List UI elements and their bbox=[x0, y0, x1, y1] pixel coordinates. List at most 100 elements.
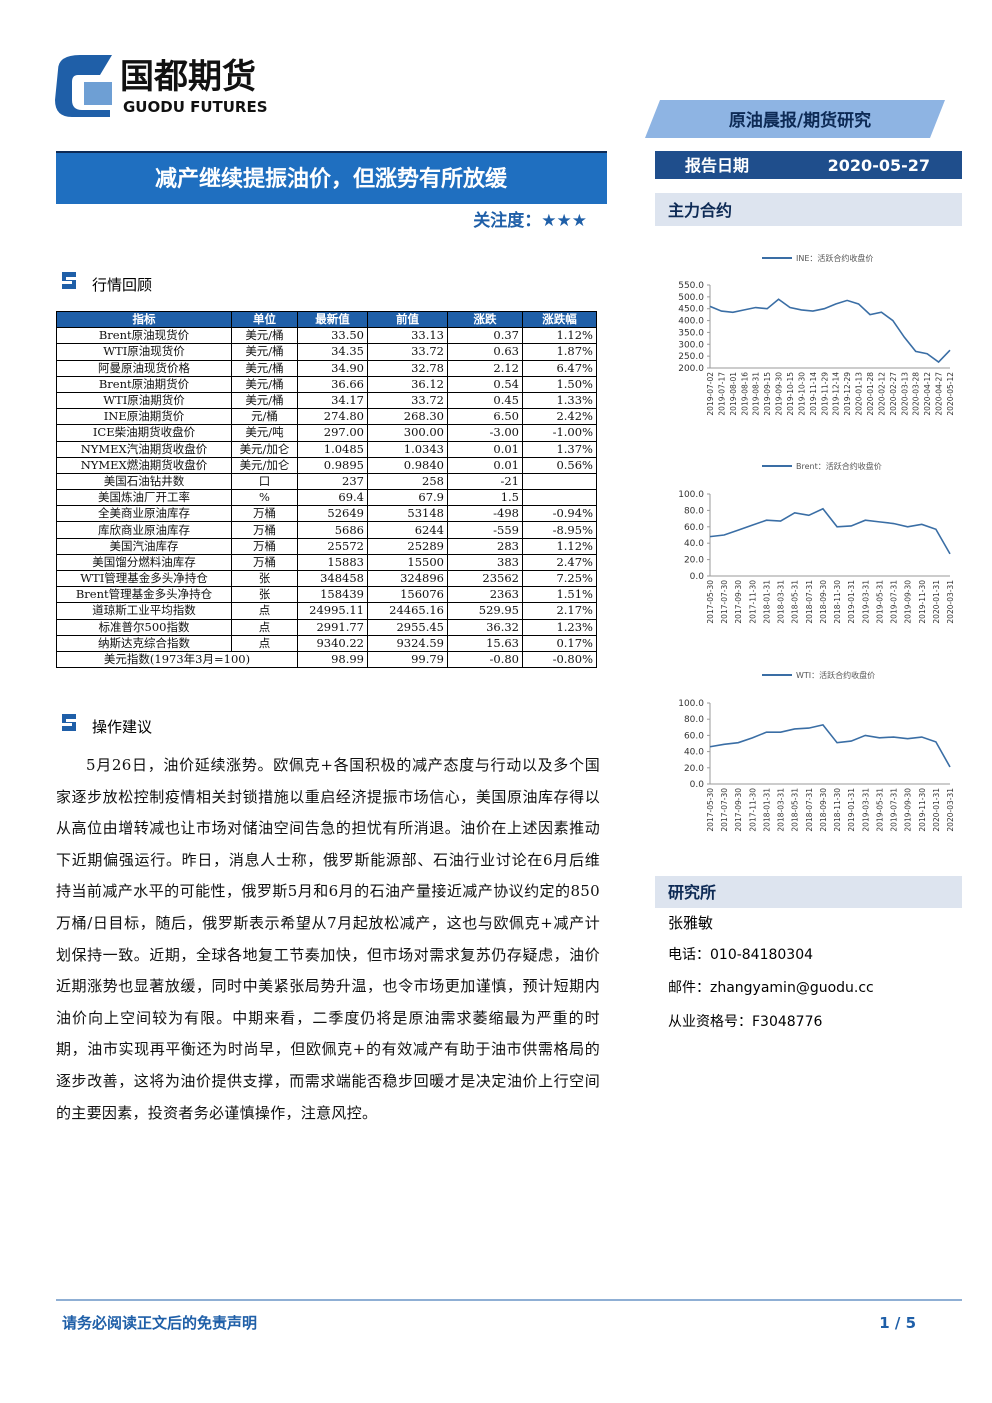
table-cell: -498 bbox=[447, 505, 523, 523]
table-cell: 纳斯达克综合指数 bbox=[56, 634, 232, 652]
x-tick-label: 2020-05-12 bbox=[946, 372, 955, 416]
x-tick-label: 2019-07-31 bbox=[890, 580, 899, 624]
table-cell: ICE柴油期货收盘价 bbox=[56, 424, 232, 442]
legend-label: INE：活跃合约收盘价 bbox=[796, 253, 873, 263]
x-tick-label: 2019-11-29 bbox=[820, 372, 829, 416]
table-cell: 32.78 bbox=[367, 359, 448, 377]
x-tick-label: 2019-01-31 bbox=[847, 788, 856, 832]
table-cell: % bbox=[231, 489, 298, 507]
y-tick-label: 0.0 bbox=[690, 780, 705, 790]
x-tick-label: 2019-09-30 bbox=[904, 788, 913, 832]
table-cell: 268.30 bbox=[367, 408, 448, 426]
x-tick-label: 2019-12-29 bbox=[843, 372, 852, 416]
table-cell: 7.25% bbox=[522, 569, 597, 588]
phone: 电话：010-84180304 bbox=[668, 947, 813, 963]
x-tick-label: 2018-01-31 bbox=[762, 788, 771, 832]
section-icon bbox=[62, 272, 76, 289]
title: 减产继续提振油价，但涨势有所放缓 bbox=[155, 166, 508, 192]
table-cell: Brent管理基金多头净持仓 bbox=[56, 586, 232, 604]
table-cell: 6.47% bbox=[522, 359, 597, 377]
x-tick-label: 2019-05-31 bbox=[875, 580, 884, 624]
y-tick-label: 250.0 bbox=[678, 352, 704, 362]
x-tick-label: 2019-10-15 bbox=[786, 372, 795, 416]
y-tick-label: 60.0 bbox=[684, 523, 704, 533]
table-cell: 万桶 bbox=[231, 537, 298, 555]
y-tick-label: 100.0 bbox=[678, 490, 704, 500]
table-cell: 69.4 bbox=[297, 489, 368, 507]
logo-mark bbox=[84, 82, 112, 105]
table-cell: 52649 bbox=[297, 505, 368, 523]
section-icon bbox=[62, 714, 76, 731]
table-cell: -8.95% bbox=[522, 521, 597, 539]
table-cell: 348458 bbox=[297, 569, 368, 588]
y-tick-label: 20.0 bbox=[684, 556, 704, 566]
table-cell: 美元/桶 bbox=[231, 375, 298, 393]
table-cell: 33.50 bbox=[297, 327, 368, 345]
research-head bbox=[655, 876, 962, 908]
x-tick-label: 2017-09-30 bbox=[734, 788, 743, 832]
table-cell: -21 bbox=[447, 472, 523, 491]
table-cell: NYMEX汽油期货收盘价 bbox=[56, 440, 232, 458]
table-cell: 库欣商业原油库存 bbox=[56, 521, 232, 539]
table-cell: WTI原油期货价 bbox=[56, 391, 232, 410]
column-header: 涨跌幅 bbox=[522, 310, 597, 329]
table-cell: 53148 bbox=[367, 505, 448, 523]
table-cell: 300.00 bbox=[367, 424, 448, 442]
table-cell: 1.12% bbox=[522, 537, 597, 555]
table-cell: 美元/桶 bbox=[231, 391, 298, 410]
table-cell: 口 bbox=[231, 472, 298, 491]
x-tick-label: 2019-09-15 bbox=[763, 372, 772, 416]
table-cell: 529.95 bbox=[447, 602, 523, 620]
table-cell: Brent原油期货价 bbox=[56, 375, 232, 393]
table-cell: 297.00 bbox=[297, 424, 368, 442]
table-cell: 274.80 bbox=[297, 408, 368, 426]
legend-label: Brent：活跃合约收盘价 bbox=[796, 461, 882, 471]
table-cell: 36.66 bbox=[297, 375, 368, 393]
date-bar bbox=[655, 151, 962, 179]
x-tick-label: 2017-07-30 bbox=[720, 788, 729, 832]
table-cell: 标准普尔500指数 bbox=[56, 618, 232, 636]
y-tick-label: 20.0 bbox=[684, 764, 704, 774]
banner: 原油晨报/期货研究 bbox=[729, 110, 871, 131]
table-cell bbox=[522, 489, 597, 507]
table-cell: 元/桶 bbox=[231, 408, 298, 426]
table-cell: -559 bbox=[447, 521, 523, 539]
y-tick-label: 80.0 bbox=[684, 506, 704, 516]
paragraph: 5月26日，油价延续涨势。欧佩克+各国积极的减产态度与行动以及多个国家逐步放松控… bbox=[56, 756, 600, 1122]
x-tick-label: 2019-11-30 bbox=[918, 788, 927, 832]
x-tick-label: 2018-11-30 bbox=[833, 788, 842, 832]
table-cell: 1.33% bbox=[522, 391, 597, 410]
table-cell: NYMEX燃油期货收盘价 bbox=[56, 456, 232, 474]
date-label: 报告日期 bbox=[685, 156, 749, 175]
logo-mark bbox=[55, 55, 112, 117]
table-cell: 0.63 bbox=[447, 343, 523, 361]
table-cell: Brent原油现货价 bbox=[56, 327, 232, 345]
table-cell: 33.13 bbox=[367, 327, 448, 345]
table-cell: 0.17% bbox=[522, 634, 597, 652]
x-tick-label: 2020-03-31 bbox=[946, 788, 955, 832]
table-cell: 张 bbox=[231, 586, 298, 604]
table-cell: 36.32 bbox=[447, 618, 523, 636]
table-cell: 156076 bbox=[367, 586, 448, 604]
table-cell: INE原油期货价 bbox=[56, 408, 232, 426]
table-cell: 2.17% bbox=[522, 602, 597, 620]
sidebar-head bbox=[655, 193, 962, 226]
disclaimer: 请务必阅读正文后的免责声明 bbox=[62, 1314, 257, 1332]
table-cell: 283 bbox=[447, 537, 523, 555]
column-header: 最新值 bbox=[297, 310, 368, 329]
table-cell: 点 bbox=[231, 618, 298, 636]
y-tick-label: 80.0 bbox=[684, 715, 704, 725]
x-tick-label: 2018-05-31 bbox=[791, 788, 800, 832]
table-cell: 万桶 bbox=[231, 521, 298, 539]
x-tick-label: 2018-05-31 bbox=[791, 580, 800, 624]
title-bar bbox=[56, 151, 607, 204]
x-tick-label: 2017-09-30 bbox=[734, 580, 743, 624]
y-tick-label: 350.0 bbox=[678, 328, 704, 338]
table-cell: 2.42% bbox=[522, 408, 597, 426]
x-tick-label: 2020-01-31 bbox=[932, 580, 941, 624]
y-tick-label: 40.0 bbox=[684, 748, 704, 758]
logo-cn: 国都期货 bbox=[120, 57, 256, 97]
x-tick-label: 2019-07-31 bbox=[890, 788, 899, 832]
research-title: 研究所 bbox=[668, 883, 716, 902]
x-tick-label: 2019-01-31 bbox=[847, 580, 856, 624]
